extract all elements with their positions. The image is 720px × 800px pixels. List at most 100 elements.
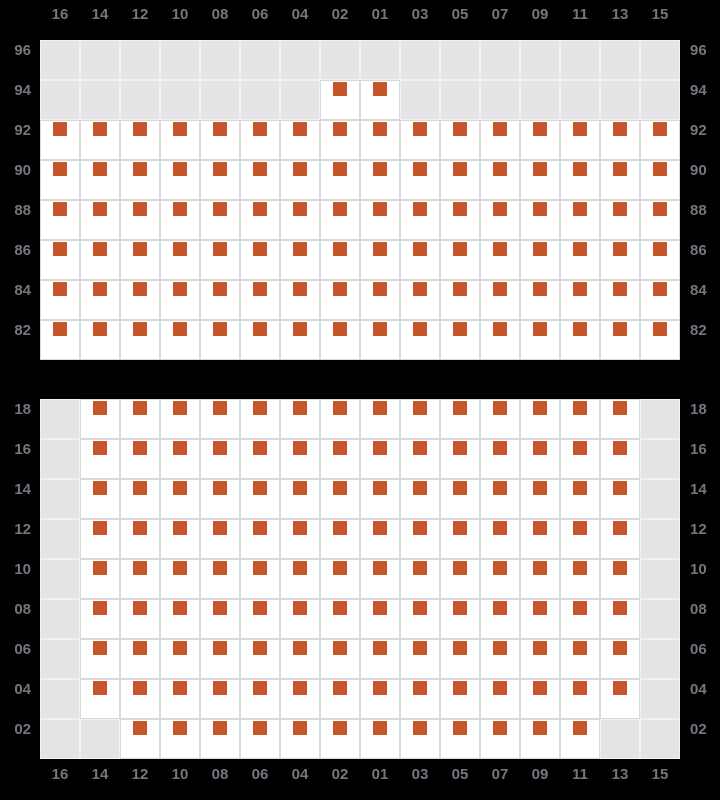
seat-cell[interactable] [600,639,640,679]
seat-cell[interactable] [160,679,200,719]
seat-cell[interactable] [240,160,280,200]
seat-cell[interactable] [480,479,520,519]
seat-cell[interactable] [160,559,200,599]
seat-cell[interactable] [440,479,480,519]
seat-cell[interactable] [440,399,480,439]
seat-cell[interactable] [160,719,200,759]
seat-cell[interactable] [480,240,520,280]
seat-cell[interactable] [280,479,320,519]
seat-cell[interactable] [40,320,80,360]
seat-cell[interactable] [600,280,640,320]
seat-cell[interactable] [40,120,80,160]
seat-cell[interactable] [520,399,560,439]
seat-cell[interactable] [480,559,520,599]
seat-cell[interactable] [560,439,600,479]
seat-cell[interactable] [360,559,400,599]
seat-cell[interactable] [120,599,160,639]
seat-cell[interactable] [80,120,120,160]
seat-cell[interactable] [80,200,120,240]
seat-cell[interactable] [600,519,640,559]
seat-cell[interactable] [440,719,480,759]
seat-cell[interactable] [280,280,320,320]
seat-cell[interactable] [640,200,680,240]
seat-cell[interactable] [440,439,480,479]
seat-cell[interactable] [560,399,600,439]
seat-cell[interactable] [200,559,240,599]
seat-cell[interactable] [40,160,80,200]
seat-cell[interactable] [200,479,240,519]
seat-cell[interactable] [200,639,240,679]
seat-cell[interactable] [600,399,640,439]
seat-cell[interactable] [280,599,320,639]
seat-cell[interactable] [400,280,440,320]
seat-cell[interactable] [400,399,440,439]
seat-cell[interactable] [200,280,240,320]
seat-cell[interactable] [80,639,120,679]
seat-cell[interactable] [280,120,320,160]
seat-cell[interactable] [320,559,360,599]
seat-cell[interactable] [200,519,240,559]
seat-cell[interactable] [320,439,360,479]
seat-cell[interactable] [560,719,600,759]
seat-cell[interactable] [560,240,600,280]
seat-cell[interactable] [360,280,400,320]
seat-cell[interactable] [280,160,320,200]
seat-cell[interactable] [480,679,520,719]
seat-cell[interactable] [360,200,400,240]
seat-cell[interactable] [440,559,480,599]
seat-cell[interactable] [400,679,440,719]
seat-cell[interactable] [400,719,440,759]
seat-cell[interactable] [480,280,520,320]
seat-cell[interactable] [360,439,400,479]
seat-cell[interactable] [320,639,360,679]
seat-cell[interactable] [440,280,480,320]
seat-cell[interactable] [560,599,600,639]
seat-cell[interactable] [160,320,200,360]
seat-cell[interactable] [160,639,200,679]
seat-cell[interactable] [480,160,520,200]
seat-cell[interactable] [360,719,400,759]
seat-cell[interactable] [320,240,360,280]
seat-cell[interactable] [480,639,520,679]
seat-cell[interactable] [280,679,320,719]
seat-cell[interactable] [280,519,320,559]
seat-cell[interactable] [600,320,640,360]
seat-cell[interactable] [240,519,280,559]
seat-cell[interactable] [400,120,440,160]
seat-cell[interactable] [480,439,520,479]
seat-cell[interactable] [520,479,560,519]
seat-cell[interactable] [80,519,120,559]
seat-cell[interactable] [480,200,520,240]
seat-cell[interactable] [160,399,200,439]
seat-cell[interactable] [640,320,680,360]
seat-cell[interactable] [120,120,160,160]
seat-cell[interactable] [400,200,440,240]
seat-cell[interactable] [80,559,120,599]
seat-cell[interactable] [80,599,120,639]
seat-cell[interactable] [400,439,440,479]
seat-cell[interactable] [200,240,240,280]
seat-cell[interactable] [600,599,640,639]
seat-cell[interactable] [600,120,640,160]
seat-cell[interactable] [200,160,240,200]
seat-cell[interactable] [520,280,560,320]
seat-cell[interactable] [440,639,480,679]
seat-cell[interactable] [80,240,120,280]
seat-cell[interactable] [200,200,240,240]
seat-cell[interactable] [600,240,640,280]
seat-cell[interactable] [640,120,680,160]
seat-cell[interactable] [240,439,280,479]
seat-cell[interactable] [120,679,160,719]
seat-cell[interactable] [240,240,280,280]
seat-cell[interactable] [80,439,120,479]
seat-cell[interactable] [600,160,640,200]
seat-cell[interactable] [480,120,520,160]
seat-cell[interactable] [640,240,680,280]
seat-cell[interactable] [480,599,520,639]
seat-cell[interactable] [480,519,520,559]
seat-cell[interactable] [200,679,240,719]
seat-cell[interactable] [120,200,160,240]
seat-cell[interactable] [520,639,560,679]
seat-cell[interactable] [440,519,480,559]
seat-cell[interactable] [200,599,240,639]
